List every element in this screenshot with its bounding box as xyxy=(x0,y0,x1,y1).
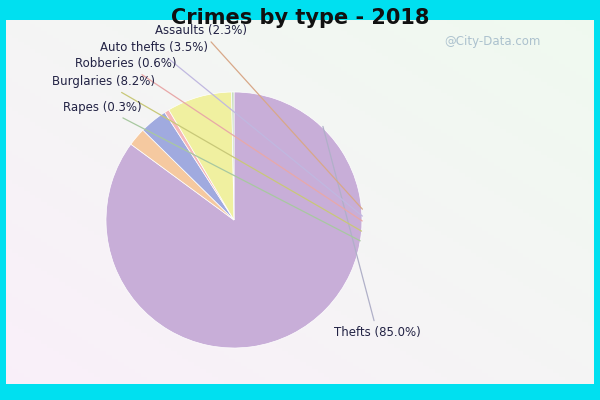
Text: Burglaries (8.2%): Burglaries (8.2%) xyxy=(52,75,362,231)
Text: @City-Data.com: @City-Data.com xyxy=(444,36,540,48)
Wedge shape xyxy=(232,92,234,220)
Text: Robberies (0.6%): Robberies (0.6%) xyxy=(75,57,362,221)
Wedge shape xyxy=(164,110,234,220)
Text: Auto thefts (3.5%): Auto thefts (3.5%) xyxy=(100,41,362,216)
Wedge shape xyxy=(131,130,234,220)
Text: Thefts (85.0%): Thefts (85.0%) xyxy=(323,126,421,339)
Text: Assaults (2.3%): Assaults (2.3%) xyxy=(155,24,362,209)
Text: Crimes by type - 2018: Crimes by type - 2018 xyxy=(171,8,429,28)
Wedge shape xyxy=(106,92,362,348)
Wedge shape xyxy=(169,92,234,220)
Wedge shape xyxy=(143,112,234,220)
Text: Rapes (0.3%): Rapes (0.3%) xyxy=(63,101,360,241)
